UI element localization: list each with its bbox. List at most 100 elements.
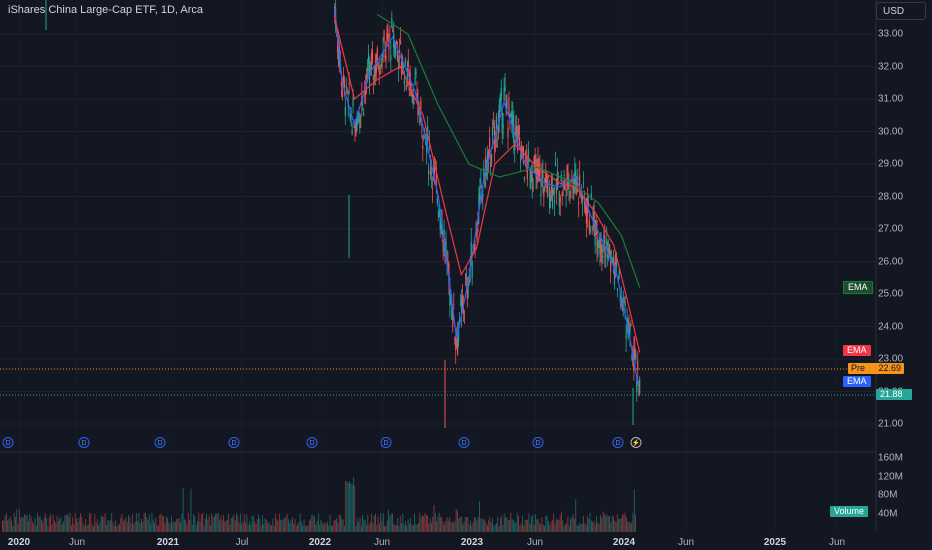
candle-body	[494, 139, 497, 142]
dividend-marker[interactable]: D	[154, 437, 166, 448]
candle-body	[465, 273, 467, 280]
candle-body	[521, 150, 524, 157]
candle-body	[403, 78, 405, 85]
volume-bar	[54, 520, 55, 532]
volume-bar	[68, 516, 70, 532]
volume-bar	[384, 525, 386, 532]
volume-bar	[407, 519, 409, 532]
volume-bar	[405, 521, 406, 532]
volume-bar	[376, 524, 378, 532]
dividend-marker[interactable]: D	[2, 437, 14, 448]
volume-bar	[311, 514, 313, 532]
dividend-marker[interactable]: D	[532, 437, 544, 448]
candle-body	[560, 174, 562, 182]
volume-bar	[471, 526, 473, 532]
candle-body	[481, 197, 483, 201]
volume-bar	[353, 477, 354, 532]
candle-body	[462, 307, 465, 314]
volume-bar	[380, 513, 382, 532]
volume-bar	[548, 521, 549, 532]
volume-bar	[606, 514, 608, 532]
candle-body	[369, 68, 372, 70]
dividend-marker[interactable]: D	[380, 437, 392, 448]
candle-body	[425, 141, 427, 145]
candle-body	[457, 334, 459, 355]
candle-body	[455, 336, 457, 350]
dividend-marker[interactable]: D	[458, 437, 470, 448]
candle-body	[637, 360, 639, 371]
volume-bar	[12, 525, 14, 532]
candle-body	[456, 340, 458, 346]
volume-bar	[502, 524, 504, 532]
volume-bar	[86, 525, 88, 532]
volume-bar	[362, 514, 363, 532]
volume-bar	[571, 517, 573, 532]
volume-bar	[367, 514, 369, 532]
volume-bar	[436, 521, 438, 532]
volume-bar	[73, 524, 75, 532]
volume-bar	[327, 521, 328, 532]
volume-bar	[453, 522, 454, 532]
volume-bar	[193, 514, 194, 532]
dividend-marker[interactable]: D	[228, 437, 240, 448]
candle-body	[370, 54, 373, 70]
ema-lines	[334, 7, 641, 386]
candle-body	[588, 219, 590, 231]
dividend-marker[interactable]: D	[78, 437, 90, 448]
volume-bar	[143, 512, 145, 532]
candle-body	[632, 359, 634, 366]
volume-bar	[529, 523, 531, 532]
candle-body	[546, 173, 548, 185]
candle-body	[613, 269, 616, 285]
volume-bar	[590, 520, 592, 532]
candle-body	[433, 167, 436, 174]
volume-bar	[615, 521, 617, 532]
candle-body	[508, 98, 510, 115]
volume-bar	[613, 516, 614, 532]
volume-bar	[319, 524, 321, 532]
candle-body	[463, 314, 466, 316]
volume-bar	[250, 524, 252, 532]
volume-bar	[43, 517, 45, 532]
volume-bar	[503, 513, 505, 532]
candle-body	[574, 171, 576, 182]
candle-body	[402, 63, 405, 69]
candle-body	[435, 167, 437, 188]
volume-bar	[449, 517, 451, 532]
volume-bar	[576, 525, 578, 532]
candle-body	[353, 125, 355, 128]
candle-body	[505, 95, 507, 108]
candle-body	[356, 123, 358, 130]
volume-bar	[446, 517, 448, 532]
volume-bar	[126, 522, 128, 532]
lightning-icon[interactable]: ⚡	[630, 437, 642, 448]
dividend-marker[interactable]: D	[306, 437, 318, 448]
candle-body	[351, 129, 353, 135]
volume-bar	[386, 520, 388, 532]
volume-bar	[255, 523, 257, 532]
volume-bar	[31, 521, 33, 532]
volume-bar	[246, 514, 248, 532]
dividend-marker[interactable]: D	[612, 437, 624, 448]
volume-bar	[545, 515, 547, 532]
volume-bar	[137, 521, 139, 532]
volume-bar	[247, 525, 249, 532]
candle-body	[567, 176, 569, 190]
volume-bar	[37, 513, 38, 532]
volume-bar	[467, 517, 469, 532]
volume-bar	[3, 520, 5, 532]
volume-tick-label: 160M	[878, 452, 904, 464]
last-price-tag: 21.88	[876, 389, 912, 400]
candle-body	[549, 187, 551, 209]
volume-bar	[358, 522, 360, 532]
volume-bar	[470, 520, 471, 532]
candle-body	[581, 197, 584, 202]
candle-body	[511, 112, 513, 126]
volume-bar	[221, 520, 223, 532]
candle-body	[421, 123, 423, 126]
volume-bar	[173, 521, 175, 532]
currency-selector[interactable]: USD	[876, 2, 926, 20]
volume-bar	[415, 524, 417, 532]
candle-body	[428, 143, 431, 148]
